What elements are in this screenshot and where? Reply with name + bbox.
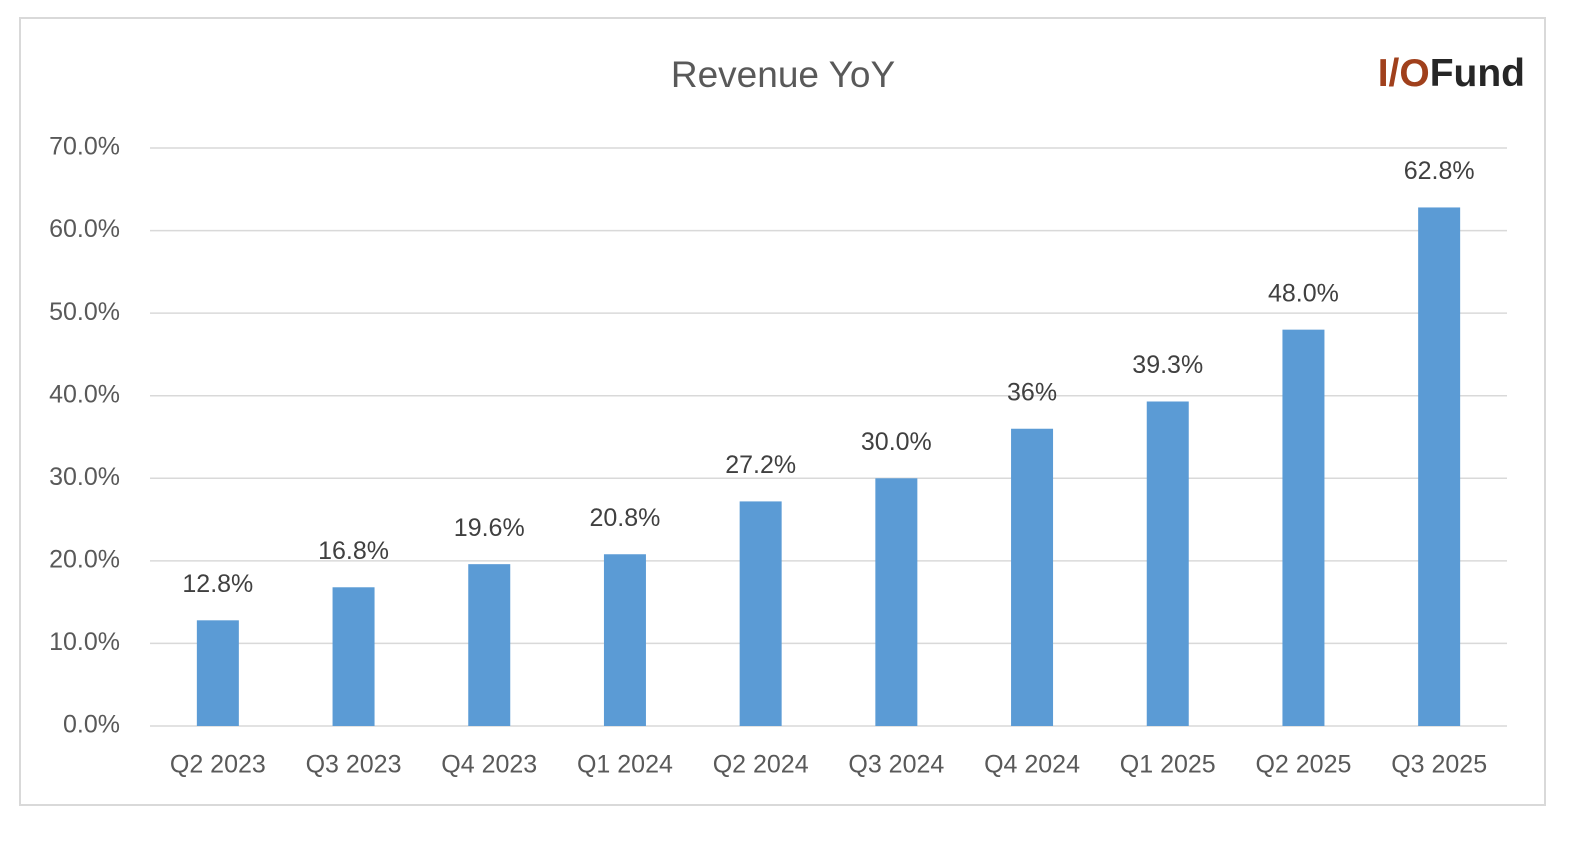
x-tick-label: Q2 2025 <box>1255 751 1351 779</box>
bar <box>1146 401 1189 726</box>
bar <box>1418 207 1461 727</box>
logo-suffix: Fund <box>1430 52 1525 95</box>
bar <box>603 554 646 726</box>
x-tick-label: Q1 2025 <box>1120 751 1216 779</box>
x-tick-label: Q4 2023 <box>441 751 537 779</box>
x-tick-label: Q4 2024 <box>984 751 1080 779</box>
x-tick-label: Q2 2024 <box>713 751 809 779</box>
bar <box>875 478 918 726</box>
logo: I/OFund <box>1378 52 1525 95</box>
y-tick-label: 10.0% <box>49 628 120 656</box>
y-tick-label: 0.0% <box>63 711 120 739</box>
logo-prefix: I/O <box>1378 52 1430 95</box>
y-tick-label: 40.0% <box>49 380 120 408</box>
y-tick-label: 50.0% <box>49 298 120 326</box>
bar <box>1011 428 1054 726</box>
x-tick-label: Q3 2025 <box>1391 751 1487 779</box>
y-tick-label: 20.0% <box>49 545 120 573</box>
chart-title: Revenue YoY <box>671 54 895 95</box>
bar <box>739 501 782 726</box>
x-tick-label: Q2 2023 <box>170 751 266 779</box>
x-tick-label: Q3 2024 <box>848 751 944 779</box>
data-label: 62.8% <box>1404 157 1475 185</box>
data-label: 36% <box>1007 378 1057 406</box>
bar <box>1282 329 1325 726</box>
bar <box>332 587 375 726</box>
data-label: 48.0% <box>1268 279 1339 307</box>
y-tick-label: 60.0% <box>49 215 120 243</box>
y-tick-label: 70.0% <box>49 133 120 161</box>
data-label: 39.3% <box>1132 351 1203 379</box>
data-label: 30.0% <box>861 428 932 456</box>
data-label: 16.8% <box>318 537 389 565</box>
x-tick-label: Q1 2024 <box>577 751 673 779</box>
bar <box>468 564 511 726</box>
data-label: 12.8% <box>182 570 253 598</box>
bar <box>196 620 239 726</box>
data-label: 19.6% <box>454 514 525 542</box>
data-label: 27.2% <box>725 451 796 479</box>
data-label: 20.8% <box>590 504 661 532</box>
x-tick-label: Q3 2023 <box>306 751 402 779</box>
y-tick-label: 30.0% <box>49 463 120 491</box>
